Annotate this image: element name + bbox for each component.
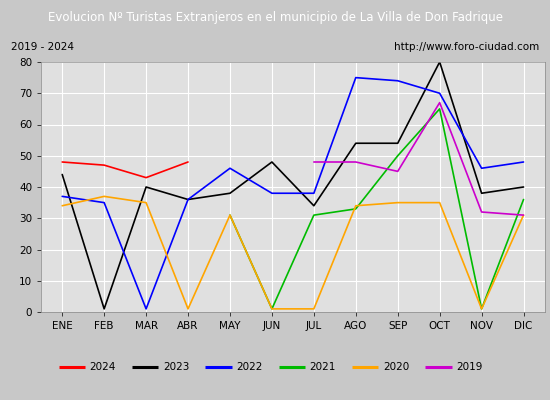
Text: 2019: 2019 xyxy=(456,362,482,372)
Text: 2019 - 2024: 2019 - 2024 xyxy=(11,42,74,52)
Text: http://www.foro-ciudad.com: http://www.foro-ciudad.com xyxy=(394,42,539,52)
Text: 2023: 2023 xyxy=(163,362,189,372)
Text: 2022: 2022 xyxy=(236,362,262,372)
Text: 2021: 2021 xyxy=(310,362,336,372)
Text: Evolucion Nº Turistas Extranjeros en el municipio de La Villa de Don Fadrique: Evolucion Nº Turistas Extranjeros en el … xyxy=(47,10,503,24)
Text: 2020: 2020 xyxy=(383,362,409,372)
Text: 2024: 2024 xyxy=(90,362,116,372)
